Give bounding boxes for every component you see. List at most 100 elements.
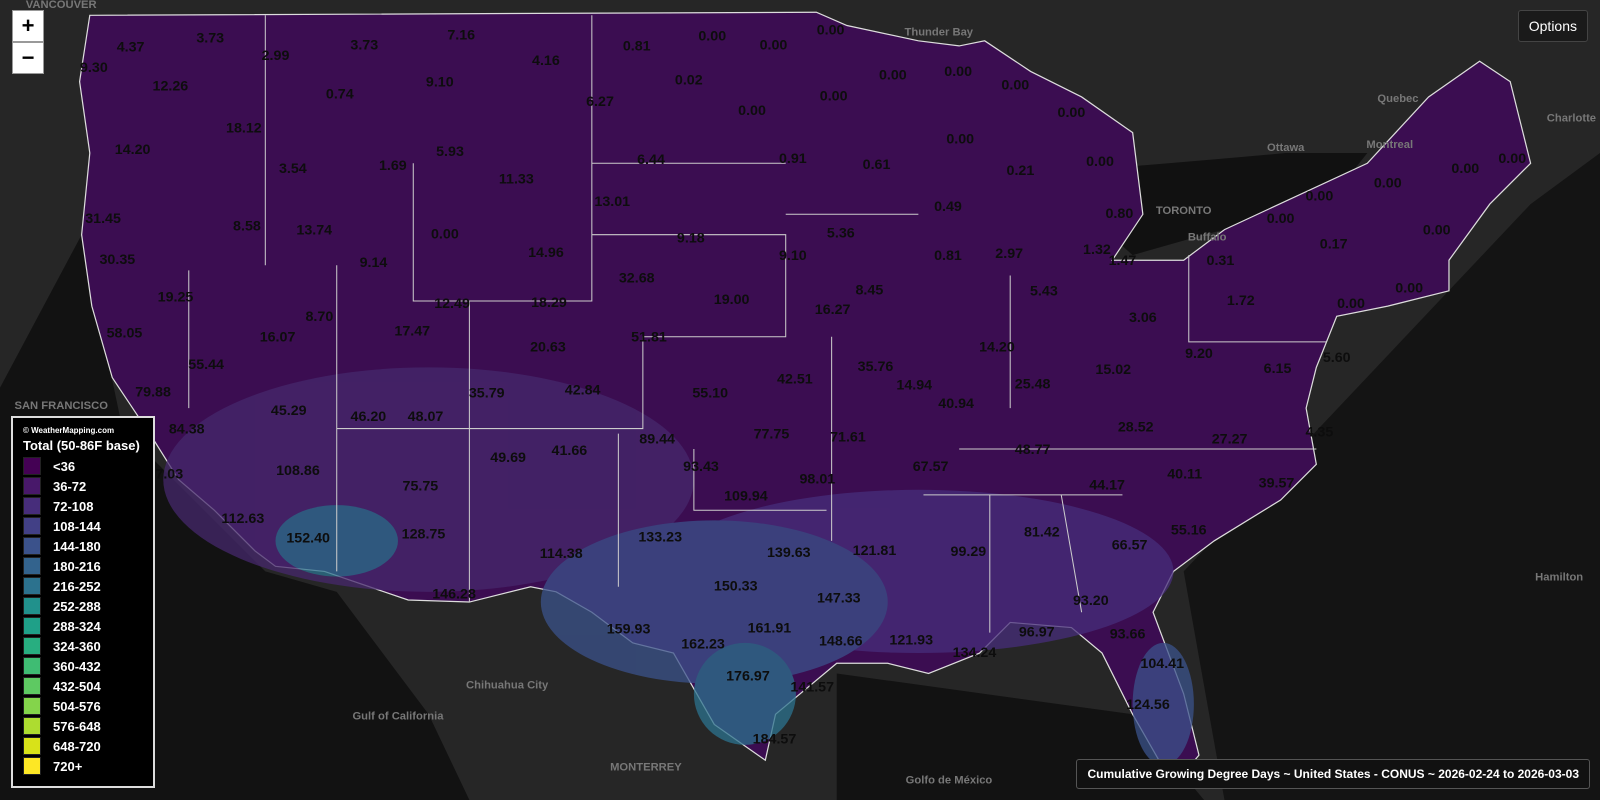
reading: 0.49: [934, 199, 962, 215]
place-name: Ottawa: [1267, 142, 1305, 154]
legend-swatch: [23, 577, 41, 595]
legend-label: 720+: [53, 758, 83, 774]
reading: 19.25: [158, 290, 194, 306]
legend-label: 108-144: [53, 518, 101, 534]
reading: 2.99: [262, 48, 290, 64]
reading: 79.88: [135, 385, 171, 401]
legend-row: 324-360: [23, 636, 143, 656]
reading: 0.74: [326, 87, 354, 103]
reading: 35.76: [858, 359, 894, 375]
reading: 42.84: [565, 383, 601, 399]
legend-row: 144-180: [23, 536, 143, 556]
legend-row: 432-504: [23, 676, 143, 696]
reading: 6.15: [1264, 361, 1292, 377]
reading: 0.00: [946, 132, 974, 148]
place-name: Chihuahua City: [466, 680, 549, 692]
reading: 9.10: [779, 248, 807, 264]
legend-row: 504-576: [23, 696, 143, 716]
reading: 81.42: [1024, 524, 1060, 540]
legend-label: 36-72: [53, 478, 87, 494]
legend-title: Total (50-86F base): [23, 438, 140, 453]
legend-row: 576-648: [23, 716, 143, 736]
reading: 150.33: [714, 579, 758, 595]
reading: 0.81: [934, 248, 962, 264]
place-name: Hamilton: [1535, 572, 1583, 584]
place-name: VANCOUVER: [26, 0, 97, 11]
reading: 139.63: [767, 545, 811, 561]
reading: 11.33: [499, 171, 534, 187]
reading: 97.03: [147, 466, 183, 482]
reading: 8.58: [233, 218, 261, 234]
reading: 99.29: [951, 544, 987, 560]
reading: 48.77: [1015, 442, 1051, 458]
legend: © WeatherMapping.com Total (50-86F base)…: [11, 416, 155, 788]
caption: Cumulative Growing Degree Days ~ United …: [1076, 759, 1590, 789]
legend-label: 432-504: [53, 678, 101, 694]
legend-swatch: [23, 657, 41, 675]
reading: 108.86: [276, 463, 320, 479]
reading: 5.60: [1323, 350, 1351, 366]
reading: 16.27: [815, 302, 851, 318]
reading: 45.29: [271, 403, 307, 419]
reading: 93.66: [1110, 626, 1146, 642]
legend-label: 72-108: [53, 498, 94, 514]
reading: 8.45: [856, 283, 884, 299]
reading: 0.02: [675, 72, 703, 88]
reading: 14.94: [896, 377, 932, 393]
reading: 1.69: [379, 158, 407, 174]
reading: 14.20: [115, 142, 151, 158]
place-name: MONTERREY: [610, 761, 682, 773]
reading: 3.06: [1129, 310, 1157, 326]
reading: 19.00: [714, 292, 750, 308]
reading: 0.00: [1086, 154, 1114, 170]
reading: 0.81: [623, 39, 651, 55]
reading: 7.16: [447, 27, 475, 43]
reading: 48.07: [408, 409, 444, 425]
reading: 4.16: [532, 53, 560, 69]
reading: 40.94: [938, 396, 974, 412]
reading: 0.21: [1007, 163, 1035, 179]
legend-swatch: [23, 677, 41, 695]
legend-label: 324-360: [53, 638, 101, 654]
reading: 93.20: [1073, 593, 1109, 609]
reading: 55.16: [1171, 522, 1207, 538]
reading: 96.97: [1019, 624, 1055, 640]
reading: 134.24: [953, 645, 997, 661]
reading: 0.00: [1498, 151, 1526, 167]
reading: 112.63: [221, 511, 264, 527]
reading: 147.33: [817, 591, 861, 607]
reading: 15.02: [1095, 362, 1131, 378]
reading: 128.75: [402, 526, 446, 542]
options-button[interactable]: Options: [1517, 10, 1588, 42]
reading: 6.27: [586, 94, 614, 110]
readings: 4.37 3.73 9.30 2.99 3.73 7.16 4.16 0.81 0.00 0.00…: [80, 22, 1526, 747]
reading: 35.79: [469, 386, 505, 402]
reading: 40.11: [1167, 466, 1202, 482]
reading: 75.75: [403, 479, 439, 495]
legend-swatch: [23, 537, 41, 555]
reading: 0.00: [879, 67, 907, 83]
reading: 0.00: [1423, 222, 1451, 238]
atlantic-ocean: [1183, 153, 1600, 800]
reading: 9.14: [360, 255, 388, 271]
reading: 1.47: [1109, 253, 1137, 269]
reading: 18.29: [531, 295, 567, 311]
reading: 0.00: [817, 22, 845, 38]
legend-row: 648-720: [23, 736, 143, 756]
reading: 121.93: [889, 633, 933, 649]
reading: 0.00: [760, 38, 788, 54]
reading: 8.70: [306, 309, 334, 325]
reading: 5.36: [827, 225, 855, 241]
reading: 0.00: [1337, 296, 1365, 312]
zoom-out[interactable]: −: [12, 42, 44, 74]
reading: 121.81: [853, 543, 897, 559]
legend-row: 36-72: [23, 476, 143, 496]
zoom-in[interactable]: +: [12, 10, 44, 42]
reading: 28.52: [1118, 419, 1154, 435]
reading: 114.38: [540, 546, 583, 562]
reading: 159.93: [607, 621, 651, 637]
reading: 141.57: [790, 680, 834, 696]
reading: 18.12: [226, 120, 262, 136]
